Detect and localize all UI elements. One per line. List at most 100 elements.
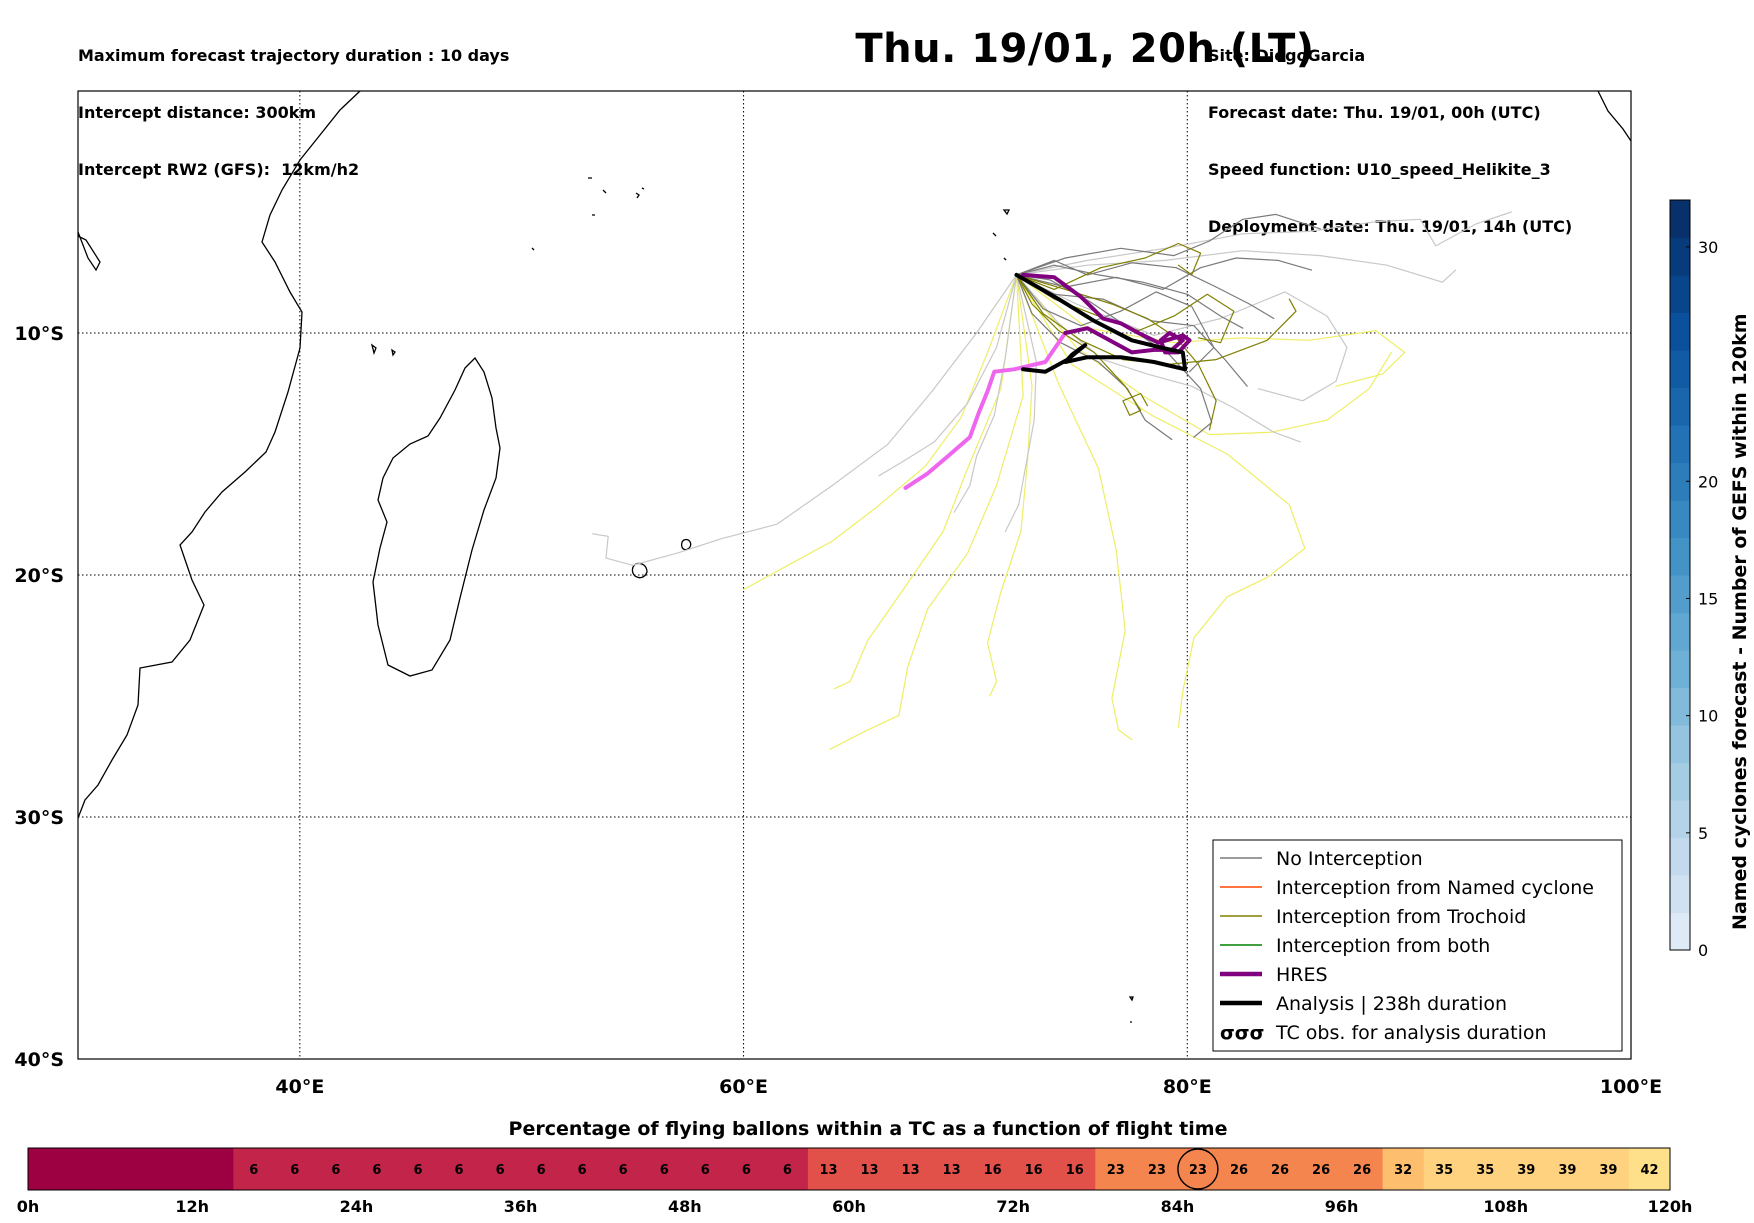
strip-cell (274, 1148, 316, 1190)
colorbar-segment (1670, 687, 1690, 726)
strip-cell (1054, 1148, 1096, 1190)
y-tick-label: 10°S (14, 323, 64, 345)
strip-tick-label: 108h (1483, 1197, 1528, 1216)
strip-value: 26 (1353, 1163, 1371, 1178)
colorbar-segment (1670, 350, 1690, 389)
colorbar-segment (1670, 425, 1690, 464)
strip-value: 6 (742, 1163, 751, 1178)
colorbar-segment (1670, 762, 1690, 801)
trajectory-hres-extension (903, 331, 1068, 490)
colorbar-segment (1670, 725, 1690, 764)
strip-cell (1546, 1148, 1589, 1190)
colorbar-segment (1670, 612, 1690, 651)
strip-cell (1341, 1148, 1384, 1190)
colorbar-segment (1670, 312, 1690, 351)
strip-tick-label: 12h (175, 1197, 209, 1216)
strip-cell (28, 1148, 70, 1190)
colorbar-segment (1670, 537, 1690, 576)
strip-cell (110, 1148, 152, 1190)
legend: No Interception Interception from Named c… (1212, 839, 1623, 1052)
strip-value: 26 (1230, 1163, 1248, 1178)
somalia-coast (78, 231, 101, 272)
colorbar-tick-label: 5 (1698, 824, 1708, 843)
strip-value: 16 (1025, 1163, 1043, 1178)
strip-value: 6 (537, 1163, 546, 1178)
strip-value: 32 (1394, 1163, 1412, 1178)
strip-value: 42 (1640, 1163, 1658, 1178)
strip-cell (1300, 1148, 1343, 1190)
strip-value: 16 (984, 1163, 1002, 1178)
strip-value: 13 (902, 1163, 920, 1178)
trajectory-no-interception (1015, 274, 1213, 438)
trajectory-no-interception (1015, 264, 1244, 329)
strip-cell (1423, 1148, 1466, 1190)
colorbar-title: Named cyclones forecast - Number of GEFS… (1729, 313, 1751, 930)
strip-frame (27, 1147, 1671, 1191)
strip-cell (1628, 1148, 1671, 1190)
strip-cell (561, 1148, 604, 1190)
map-frame (77, 90, 1632, 1060)
strip-cell (643, 1148, 686, 1190)
strip-value: 6 (578, 1163, 587, 1178)
header-left-line: Maximum forecast trajectory duration : 1… (78, 46, 510, 65)
legend-label: Interception from both (1276, 935, 1490, 957)
strip-tick-label: 0h (17, 1197, 40, 1216)
comoros (370, 343, 396, 357)
trajectory-hres (1021, 272, 1192, 355)
legend-label: No Interception (1276, 848, 1423, 870)
strip-cell (807, 1148, 850, 1190)
trajectory-no-interception (1015, 257, 1313, 290)
header-right-line: Site: DiegoGarcia (1208, 46, 1366, 65)
coastline (78, 91, 1631, 1023)
strip-tick-label: 120h (1648, 1197, 1693, 1216)
chagos (992, 209, 1011, 261)
header-right-line: Forecast date: Thu. 19/01, 00h (UTC) (1208, 103, 1541, 122)
strip-tick-label: 84h (1161, 1197, 1195, 1216)
strip-value: 23 (1107, 1163, 1125, 1178)
strip-cell (684, 1148, 727, 1190)
map-grid (78, 91, 1631, 1059)
mauritius (631, 562, 648, 579)
strip-value: 6 (249, 1163, 258, 1178)
trajectory-analysis (1014, 272, 1188, 374)
strip-value: 6 (413, 1163, 422, 1178)
strip-value: 23 (1148, 1163, 1166, 1178)
strip-cell (1587, 1148, 1630, 1190)
current-hour-marker (1177, 1148, 1219, 1190)
colorbar-frame (1669, 199, 1691, 951)
strip-tick-label: 96h (1325, 1197, 1359, 1216)
strip-cell (1136, 1148, 1178, 1190)
colorbar-tick-label: 10 (1698, 707, 1718, 726)
trajectory-gefs-other (1015, 211, 1512, 276)
header-right-line: Speed function: U10_speed_Helikite_3 (1208, 160, 1551, 179)
legend-label: HRES (1276, 964, 1328, 986)
strip-cell (192, 1148, 234, 1190)
strip-cell (438, 1148, 481, 1190)
strip-cell (479, 1148, 522, 1190)
strip-value: 6 (290, 1163, 299, 1178)
strip-tick-label: 60h (832, 1197, 866, 1216)
strip-cell (520, 1148, 563, 1190)
colorbar-segment (1670, 912, 1690, 951)
trajectory-gefs-other (1004, 274, 1037, 532)
strip-value: 6 (619, 1163, 628, 1178)
header-left: Maximum forecast trajectory duration : 1… (78, 8, 509, 198)
strip-cell (1013, 1148, 1055, 1190)
strip-value: 13 (943, 1163, 961, 1178)
strip-value: 6 (660, 1163, 669, 1178)
colorbar-tick-label: 15 (1698, 589, 1718, 608)
legend-label: Interception from Trochoid (1276, 906, 1526, 928)
strip-value: 13 (860, 1163, 878, 1178)
strip-cell (1218, 1148, 1260, 1190)
legend-box (1212, 839, 1623, 1052)
strip-cell (849, 1148, 891, 1190)
colorbar-segment (1670, 800, 1690, 839)
trajectory-trochoid (1015, 274, 1148, 416)
trajectory-no-interception (1015, 274, 1173, 441)
x-tick-label: 60°E (719, 1076, 768, 1098)
trajectory-yellow (829, 274, 1024, 750)
tc-symbol-icon: σσσ (1220, 1022, 1264, 1044)
strip-value: 6 (496, 1163, 505, 1178)
chart-title: Thu. 19/01, 20h (LT) (855, 26, 1315, 72)
